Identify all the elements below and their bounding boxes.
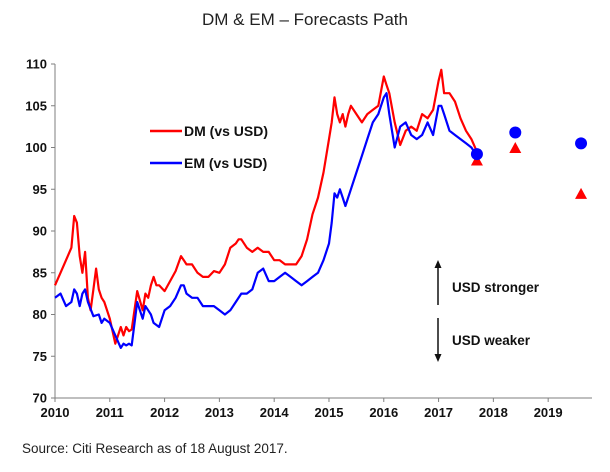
y-axis-ticks: 70 75 80 85 90 95 100 105 110 — [25, 57, 55, 406]
y-tick-label: 80 — [33, 307, 47, 322]
y-tick-label: 75 — [33, 349, 47, 364]
x-tick-label: 2018 — [479, 405, 508, 420]
forecast-markers — [470, 126, 588, 199]
chart-plot: 2010 2011 2012 2013 2014 2015 2016 2017 2018 2019… — [25, 57, 592, 420]
chart-legend: DM (vs USD) EM (vs USD) — [150, 123, 268, 171]
y-tick-label: 100 — [25, 140, 47, 155]
dm-series-line — [53, 68, 478, 345]
usd-weaker-arrowhead — [434, 354, 442, 362]
legend-label-dm: DM (vs USD) — [184, 123, 268, 139]
dm-forecast-point — [575, 187, 588, 199]
dm-forecast-point — [509, 142, 522, 153]
y-tick-label: 105 — [25, 98, 47, 113]
x-tick-label: 2013 — [205, 405, 234, 420]
y-tick-label: 110 — [26, 57, 47, 72]
x-tick-label: 2010 — [41, 405, 70, 420]
x-tick-label: 2012 — [150, 405, 179, 420]
x-axis-ticks: 2010 2011 2012 2013 2014 2015 2016 2017 2018 2019 — [41, 398, 563, 420]
x-tick-label: 2011 — [96, 405, 124, 420]
chart-annotations: USD stronger USD weaker — [434, 260, 540, 362]
usd-stronger-label: USD stronger — [452, 280, 540, 295]
legend-label-em: EM (vs USD) — [184, 155, 267, 171]
x-tick-label: 2019 — [534, 405, 563, 420]
usd-weaker-label: USD weaker — [452, 333, 531, 348]
x-tick-label: 2014 — [260, 405, 290, 420]
em-series-line — [54, 92, 478, 349]
y-tick-label: 90 — [33, 224, 47, 239]
x-tick-label: 2016 — [369, 405, 398, 420]
chart-lines — [53, 68, 478, 349]
y-tick-label: 70 — [33, 391, 47, 406]
y-tick-label: 85 — [33, 265, 47, 280]
x-tick-label: 2017 — [424, 405, 453, 420]
em-forecast-point — [575, 137, 588, 150]
x-tick-label: 2015 — [315, 405, 344, 420]
y-tick-label: 95 — [33, 182, 47, 197]
chart-title: DM & EM – Forecasts Path — [202, 10, 408, 29]
em-forecast-point — [509, 126, 522, 139]
source-note: Source: Citi Research as of 18 August 20… — [22, 441, 288, 456]
em-forecast-point — [470, 148, 483, 161]
usd-stronger-arrowhead — [434, 260, 442, 268]
